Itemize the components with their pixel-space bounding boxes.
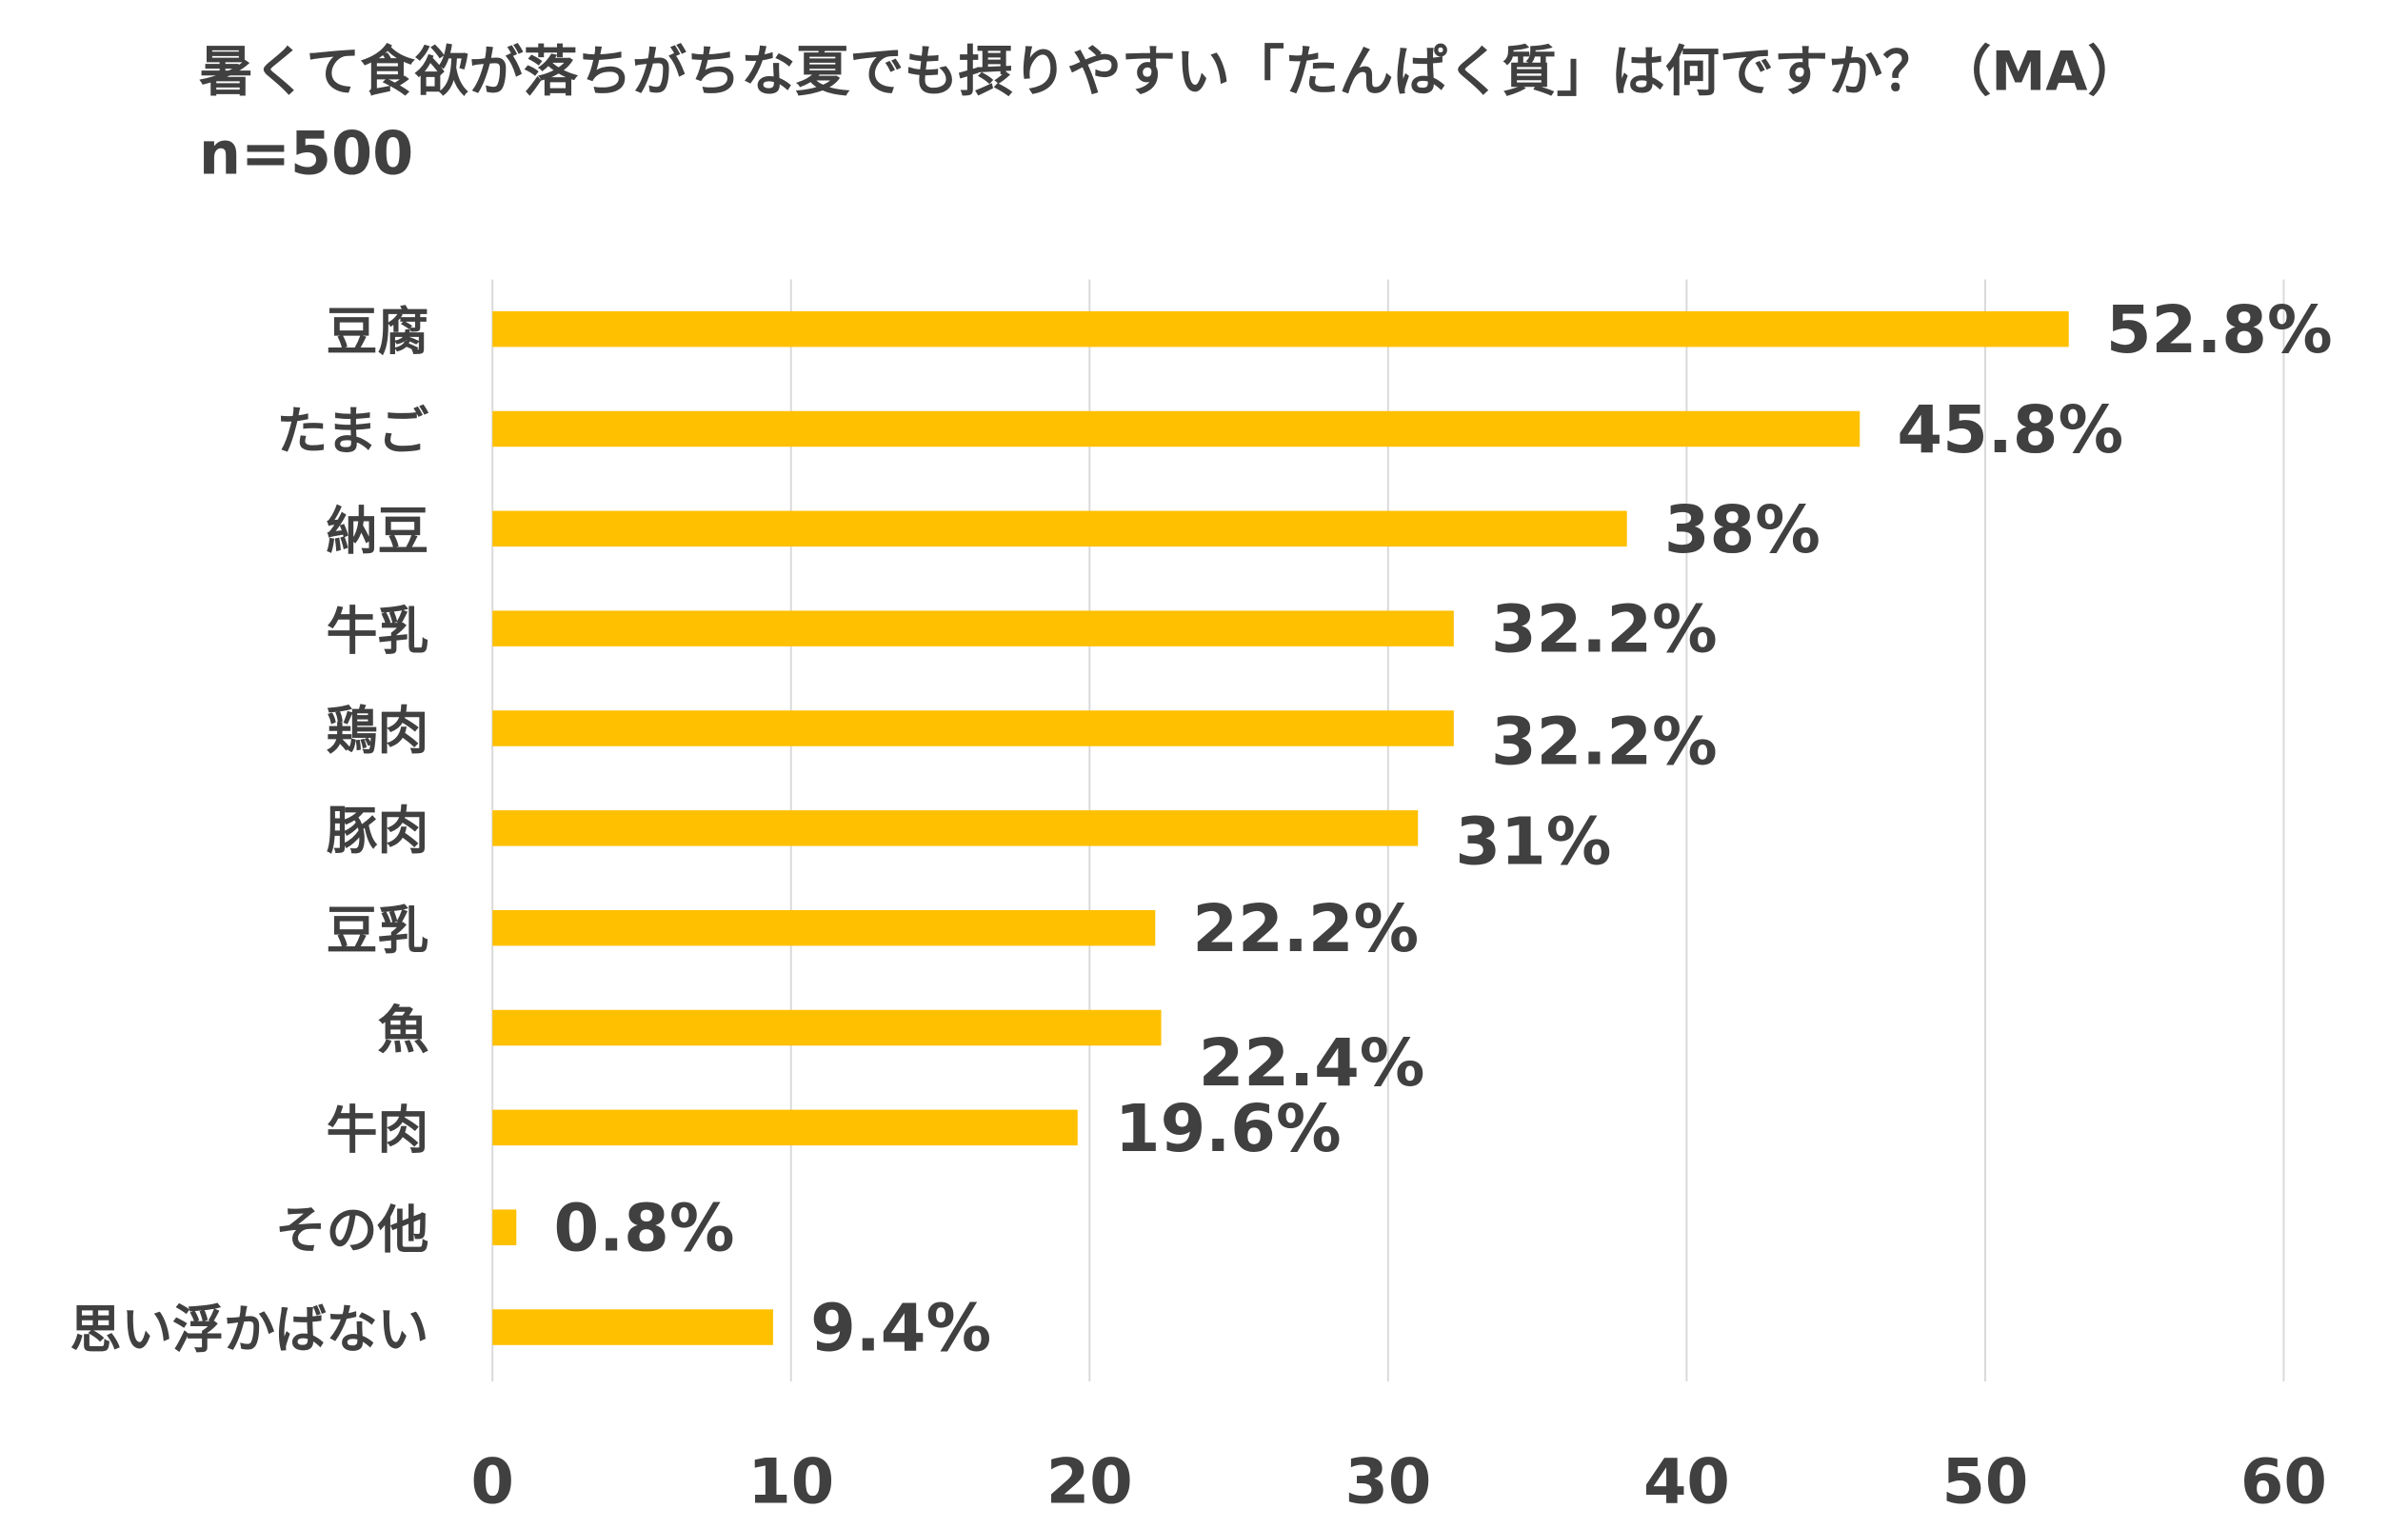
bar (492, 1209, 517, 1245)
data-label: 45.8% (1897, 392, 2123, 468)
x-tick-label: 30 (1344, 1445, 1431, 1518)
category-label: 牛乳 (327, 601, 429, 661)
data-label: 32.2% (1491, 705, 1718, 781)
category-label: 鶏肉 (327, 701, 429, 761)
x-tick-label: 60 (2240, 1445, 2327, 1518)
x-tick-label: 0 (471, 1445, 514, 1518)
bar (492, 1109, 1078, 1146)
category-label: 納豆 (327, 502, 429, 562)
data-label: 52.8% (2106, 292, 2333, 368)
x-tick-label: 40 (1643, 1445, 1730, 1518)
data-label: 0.8% (553, 1191, 734, 1267)
bar (492, 510, 1627, 547)
chart-subtitle: n=500 (199, 119, 413, 189)
bar (492, 909, 1156, 946)
x-tick-label: 50 (1942, 1445, 2029, 1518)
bar (492, 310, 2069, 348)
category-label: たまご (276, 402, 428, 462)
chart-title: 暑くて食欲が落ちがちな夏でも摂りやすい「たんぱく質」は何ですか？（MA） (199, 41, 2142, 104)
category-label: 豚肉 (327, 801, 429, 861)
data-label: 38% (1664, 492, 1821, 568)
bar (492, 1309, 773, 1345)
x-tick-label: 20 (1046, 1445, 1133, 1518)
category-label: 豆乳 (327, 901, 429, 961)
category-label: 豆腐 (327, 302, 429, 362)
bar (492, 610, 1454, 646)
category-label: 魚 (377, 1001, 428, 1061)
bar (492, 710, 1454, 746)
bar (492, 810, 1419, 846)
data-label: 22.2% (1192, 891, 1419, 967)
x-tick-label: 10 (747, 1445, 834, 1518)
data-label: 19.6% (1115, 1091, 1342, 1167)
bar (492, 1009, 1162, 1046)
data-label: 32.2% (1491, 592, 1718, 668)
data-label: 22.4% (1199, 1025, 1425, 1102)
category-label: その他 (275, 1200, 428, 1260)
bar (492, 410, 1861, 447)
data-label: 9.4% (810, 1291, 991, 1367)
category-label: 牛肉 (327, 1101, 429, 1161)
data-label: 31% (1455, 804, 1611, 880)
category-label: 思い浮かばない (70, 1300, 429, 1360)
